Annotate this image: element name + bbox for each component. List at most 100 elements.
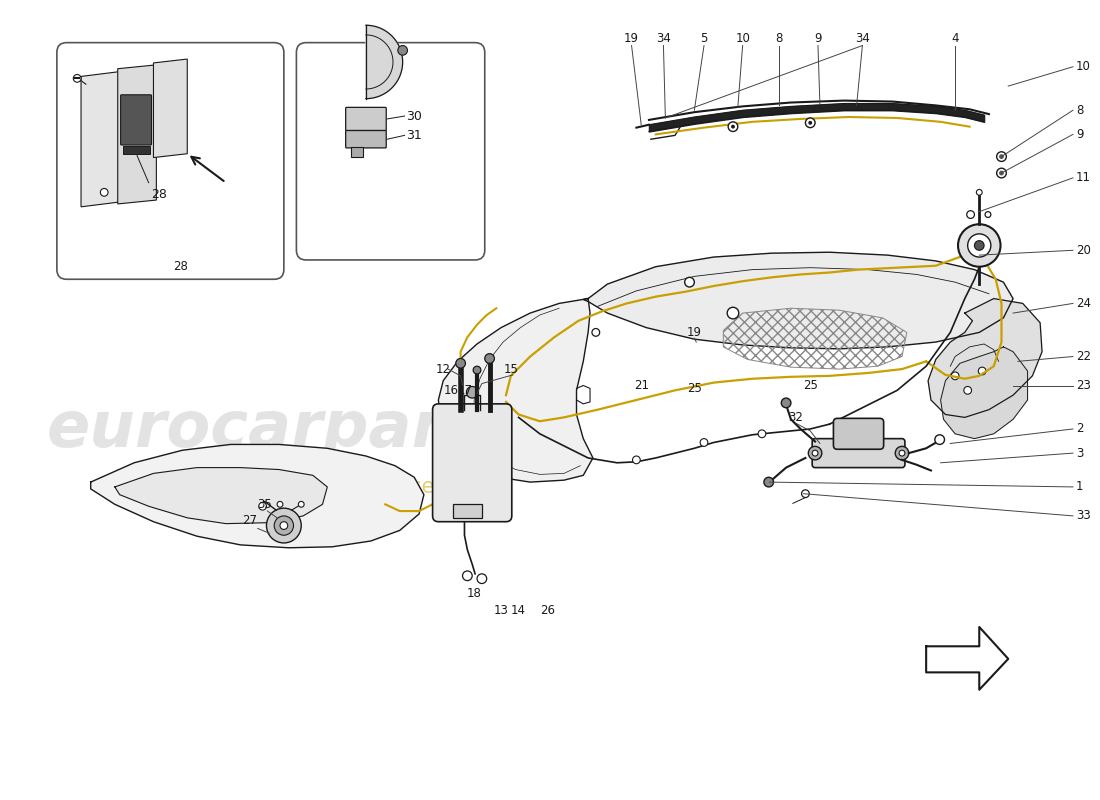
Circle shape xyxy=(999,154,1004,159)
Circle shape xyxy=(100,189,108,196)
Circle shape xyxy=(812,450,818,456)
Text: 5: 5 xyxy=(701,31,707,45)
Circle shape xyxy=(758,430,766,438)
Circle shape xyxy=(455,358,465,368)
Bar xyxy=(352,147,363,157)
Text: 10: 10 xyxy=(735,31,750,45)
Text: 4: 4 xyxy=(952,31,959,45)
Text: 34: 34 xyxy=(855,31,870,45)
Text: 28: 28 xyxy=(173,260,188,274)
Circle shape xyxy=(485,354,494,363)
Text: 2: 2 xyxy=(1076,422,1084,435)
Text: 25: 25 xyxy=(686,382,702,395)
FancyBboxPatch shape xyxy=(57,42,284,279)
Text: 23: 23 xyxy=(1076,379,1091,392)
FancyBboxPatch shape xyxy=(345,130,386,148)
Circle shape xyxy=(763,478,773,487)
Text: 33: 33 xyxy=(1076,510,1090,522)
Circle shape xyxy=(967,210,975,218)
Circle shape xyxy=(477,574,486,583)
Polygon shape xyxy=(940,347,1027,438)
Text: 34: 34 xyxy=(656,31,671,45)
Circle shape xyxy=(732,125,735,129)
Text: 25: 25 xyxy=(803,379,817,392)
Circle shape xyxy=(975,241,984,250)
Text: 18: 18 xyxy=(466,586,482,600)
Text: 9: 9 xyxy=(814,31,822,45)
Circle shape xyxy=(266,508,301,543)
Circle shape xyxy=(258,502,266,510)
Circle shape xyxy=(997,168,1006,178)
Text: 35: 35 xyxy=(257,498,272,511)
Circle shape xyxy=(592,329,600,336)
Polygon shape xyxy=(366,26,403,98)
Circle shape xyxy=(997,152,1006,162)
Circle shape xyxy=(935,434,945,445)
Circle shape xyxy=(466,386,478,398)
Text: 12: 12 xyxy=(436,362,451,375)
Polygon shape xyxy=(926,627,1009,690)
Text: 17: 17 xyxy=(458,384,473,397)
Circle shape xyxy=(895,446,909,460)
Circle shape xyxy=(978,367,986,375)
Circle shape xyxy=(968,234,991,257)
Polygon shape xyxy=(118,65,156,204)
Text: 24: 24 xyxy=(1076,297,1091,310)
Circle shape xyxy=(899,450,905,456)
Circle shape xyxy=(952,372,959,380)
Text: 26: 26 xyxy=(540,604,556,617)
Circle shape xyxy=(727,307,739,319)
Text: 32: 32 xyxy=(789,411,803,424)
Text: 28: 28 xyxy=(152,189,167,202)
Circle shape xyxy=(958,224,1001,266)
Bar xyxy=(122,146,150,154)
Text: 13: 13 xyxy=(494,604,508,617)
Text: 22: 22 xyxy=(1076,350,1091,363)
Text: a passion for parts since 1978: a passion for parts since 1978 xyxy=(179,477,495,497)
Polygon shape xyxy=(90,445,424,548)
Circle shape xyxy=(808,446,822,460)
Text: 3: 3 xyxy=(1076,446,1084,460)
Text: 27: 27 xyxy=(242,514,257,527)
Circle shape xyxy=(74,74,81,82)
Text: 20: 20 xyxy=(1076,244,1091,257)
Circle shape xyxy=(728,122,738,131)
Polygon shape xyxy=(81,72,120,207)
Circle shape xyxy=(700,438,708,446)
FancyBboxPatch shape xyxy=(345,107,386,130)
Polygon shape xyxy=(439,298,593,482)
FancyBboxPatch shape xyxy=(121,94,152,145)
Text: 1: 1 xyxy=(1076,481,1084,494)
Circle shape xyxy=(781,398,791,408)
Text: 21: 21 xyxy=(634,379,649,392)
Polygon shape xyxy=(114,468,328,524)
Circle shape xyxy=(986,212,991,218)
FancyBboxPatch shape xyxy=(432,404,512,522)
Polygon shape xyxy=(928,298,1042,418)
FancyBboxPatch shape xyxy=(296,42,485,260)
Text: eurocarparts: eurocarparts xyxy=(46,398,512,460)
Circle shape xyxy=(462,571,472,581)
Text: 19: 19 xyxy=(624,31,639,45)
Circle shape xyxy=(277,502,283,507)
Text: 8: 8 xyxy=(1076,104,1084,117)
Circle shape xyxy=(805,118,815,128)
Circle shape xyxy=(280,522,288,530)
FancyBboxPatch shape xyxy=(834,418,883,450)
Text: 15: 15 xyxy=(504,362,518,375)
Text: 11: 11 xyxy=(1076,171,1091,184)
Bar xyxy=(453,504,482,518)
Text: 10: 10 xyxy=(1076,60,1091,74)
Text: 9: 9 xyxy=(1076,128,1084,141)
Circle shape xyxy=(802,490,810,498)
Text: 14: 14 xyxy=(512,604,526,617)
Circle shape xyxy=(398,46,407,55)
Circle shape xyxy=(977,190,982,195)
Polygon shape xyxy=(583,252,1013,349)
Circle shape xyxy=(684,278,694,287)
Circle shape xyxy=(808,121,812,125)
Circle shape xyxy=(473,366,481,374)
Text: 30: 30 xyxy=(407,110,422,122)
FancyBboxPatch shape xyxy=(812,438,905,468)
Text: 8: 8 xyxy=(776,31,783,45)
